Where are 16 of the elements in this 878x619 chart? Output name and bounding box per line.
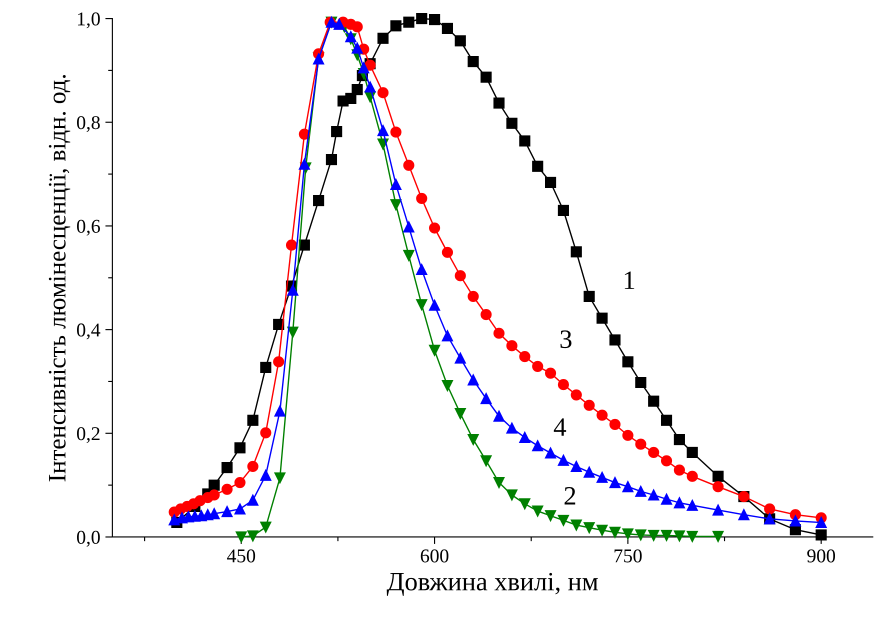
x-axis-title: Довжина хвилі, нм [386, 572, 598, 596]
x-tick-label: 750 [614, 549, 642, 562]
series-label: 1 [624, 271, 634, 289]
x-tick-label: 900 [807, 549, 836, 562]
series-label: 3 [560, 330, 572, 348]
y-tick-label: 0,6 [77, 220, 100, 236]
y-tick-label: 0,0 [77, 530, 100, 547]
series-label: 4 [554, 418, 566, 436]
y-axis-title: Інтенсивність люмінесценції, відн. од. [48, 74, 70, 482]
y-tick-label: 0,8 [77, 116, 100, 132]
y-tick-label: 0,4 [77, 323, 100, 340]
series-label: 2 [564, 487, 576, 505]
y-tick-label: 1,0 [78, 12, 100, 28]
y-tick-label: 0,2 [77, 427, 100, 444]
x-tick-label: 600 [420, 549, 448, 562]
x-tick-label: 450 [227, 549, 256, 562]
